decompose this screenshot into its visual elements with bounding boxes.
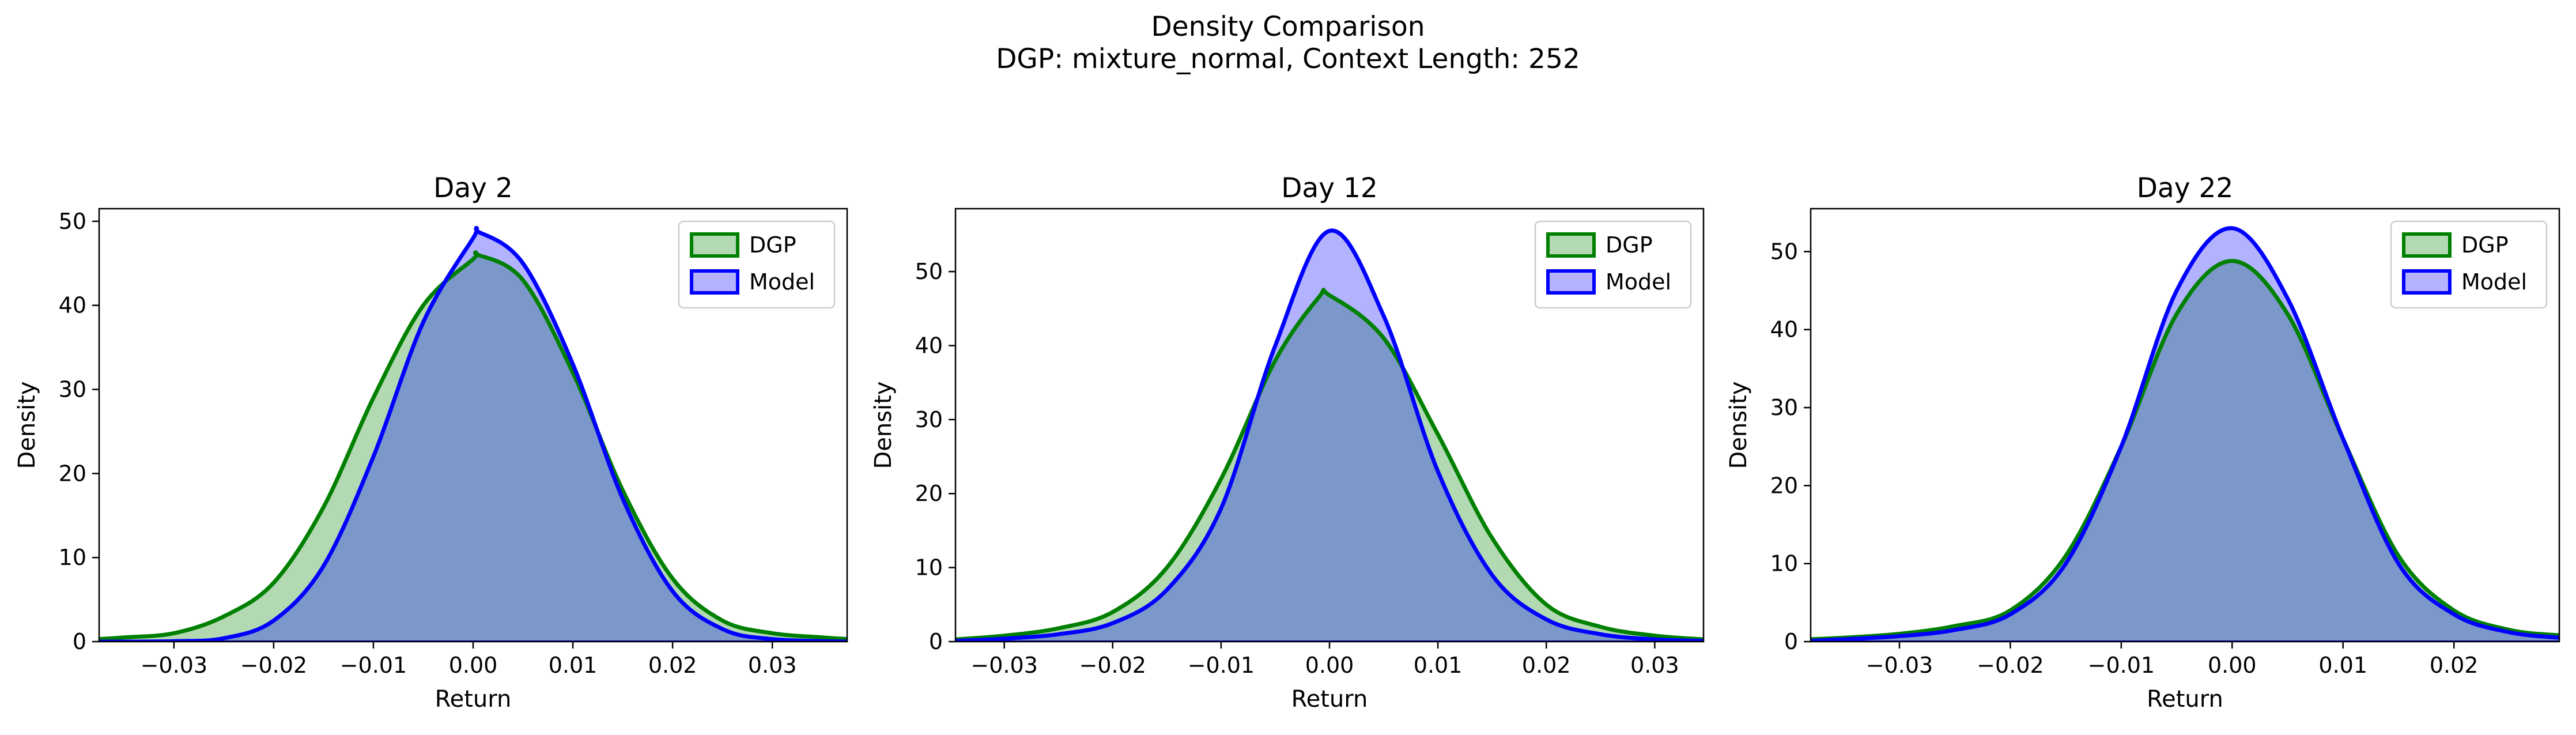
y-tick-label: 30 xyxy=(1770,395,1798,420)
panel-title: Day 22 xyxy=(2137,172,2234,204)
x-tick-label: −0.02 xyxy=(1079,653,1146,678)
series-fill-model xyxy=(1811,228,2559,642)
series-fill-model xyxy=(99,228,847,642)
y-tick-label: 40 xyxy=(1770,317,1798,342)
legend-box xyxy=(1534,220,1692,309)
legend-swatch-dgp xyxy=(690,232,739,258)
x-tick-label: −0.01 xyxy=(340,653,407,678)
y-tick-label: 10 xyxy=(1770,551,1798,576)
x-tick-label: 0.02 xyxy=(2430,653,2479,678)
legend: DGP Model xyxy=(2390,220,2548,309)
y-tick-label: 40 xyxy=(915,333,943,358)
legend-label-model: Model xyxy=(1606,269,1671,295)
series-line-dgp xyxy=(1811,259,2559,642)
y-tick-label: 10 xyxy=(59,545,86,570)
y-tick-label: 0 xyxy=(929,629,943,654)
y-tick-label: 0 xyxy=(73,629,86,654)
x-tick-label: 0.00 xyxy=(2208,653,2257,678)
x-tick-label: −0.03 xyxy=(970,653,1037,678)
y-axis-label: Density xyxy=(1725,381,1752,469)
x-tick-label: 0.00 xyxy=(1305,653,1354,678)
x-axis-label: Return xyxy=(2147,686,2223,713)
legend-label-dgp: DGP xyxy=(1606,232,1653,258)
x-tick-label: 0.01 xyxy=(1414,653,1463,678)
x-tick-label: −0.03 xyxy=(1866,653,1933,678)
legend: DGP Model xyxy=(678,220,836,309)
x-axis-label: Return xyxy=(1291,686,1368,713)
axes-frame xyxy=(1810,208,2560,643)
legend-label-dgp: DGP xyxy=(2461,232,2509,258)
series-line-model xyxy=(99,226,847,642)
series-line-dgp xyxy=(99,250,847,642)
chart-panel-3: Day 22 −0.03 −0.02 −0.01 0.00 0.01 0.02 0 10 20 30… xyxy=(1725,172,2560,713)
y-tick-label: 30 xyxy=(915,407,943,432)
x-tick-label: 0.03 xyxy=(1630,653,1679,678)
y-tick-label: 20 xyxy=(915,481,943,506)
x-tick-label: 0.02 xyxy=(648,653,697,678)
x-tick-label: 0.00 xyxy=(449,653,498,678)
legend-swatch-model xyxy=(1546,269,1596,295)
x-tick-label: −0.01 xyxy=(2088,653,2155,678)
y-tick-label: 40 xyxy=(59,293,86,318)
series-fill-model xyxy=(955,230,1704,642)
legend-box xyxy=(678,220,836,309)
x-tick-label: −0.02 xyxy=(240,653,307,678)
figure-subtitle: DGP: mixture_normal, Context Length: 252 xyxy=(996,43,1580,75)
legend-label-model: Model xyxy=(2461,269,2527,295)
series-line-model xyxy=(1811,226,2559,642)
series-fill-dgp xyxy=(1811,261,2559,642)
plot-area xyxy=(1811,226,2559,642)
y-axis-label: Density xyxy=(870,381,897,469)
legend-swatch-dgp xyxy=(2402,232,2452,258)
legend-swatch-model xyxy=(2402,269,2452,295)
legend-swatch-model xyxy=(690,269,739,295)
x-axis-label: Return xyxy=(435,686,512,713)
chart-panel-1: Day 2 −0.03 −0.02 −0.01 0.00 0.01 0.02 0.03 0 10 2… xyxy=(14,172,848,713)
plot-area xyxy=(99,226,847,642)
legend-swatch-dgp xyxy=(1546,232,1596,258)
panel-title: Day 2 xyxy=(433,172,513,204)
x-tick-label: −0.01 xyxy=(1188,653,1255,678)
y-tick-label: 30 xyxy=(59,377,86,402)
y-tick-label: 20 xyxy=(1770,473,1798,498)
series-fill-dgp xyxy=(99,252,847,642)
y-tick-label: 50 xyxy=(1770,239,1798,264)
series-line-dgp xyxy=(955,288,1704,642)
y-tick-label: 10 xyxy=(915,555,943,581)
x-tick-label: −0.02 xyxy=(1977,653,2044,678)
legend-label-model: Model xyxy=(749,269,815,295)
y-tick-label: 20 xyxy=(59,461,86,486)
x-tick-label: 0.02 xyxy=(1522,653,1571,678)
figure-title: Density Comparison xyxy=(1151,11,1425,43)
series-line-model xyxy=(955,228,1704,642)
chart-panel-2: Day 12 −0.03 −0.02 −0.01 0.00 0.01 0.02 0.03 0 10… xyxy=(870,172,1705,713)
x-tick-label: 0.01 xyxy=(549,653,598,678)
x-tick-label: 0.01 xyxy=(2318,653,2367,678)
legend: DGP Model xyxy=(1534,220,1692,309)
y-tick-label: 0 xyxy=(1784,629,1798,654)
y-tick-label: 50 xyxy=(915,259,943,284)
legend-label-dgp: DGP xyxy=(749,232,796,258)
plot-area xyxy=(955,228,1704,642)
panel-title: Day 12 xyxy=(1281,172,1378,204)
y-tick-label: 50 xyxy=(59,209,86,234)
legend-box xyxy=(2390,220,2548,309)
x-tick-label: −0.03 xyxy=(141,653,207,678)
y-axis-label: Density xyxy=(14,381,40,469)
x-tick-label: 0.03 xyxy=(748,653,797,678)
series-fill-dgp xyxy=(955,289,1704,642)
panels-group: Day 2 −0.03 −0.02 −0.01 0.00 0.01 0.02 0.03 0 10 2… xyxy=(14,172,2560,713)
